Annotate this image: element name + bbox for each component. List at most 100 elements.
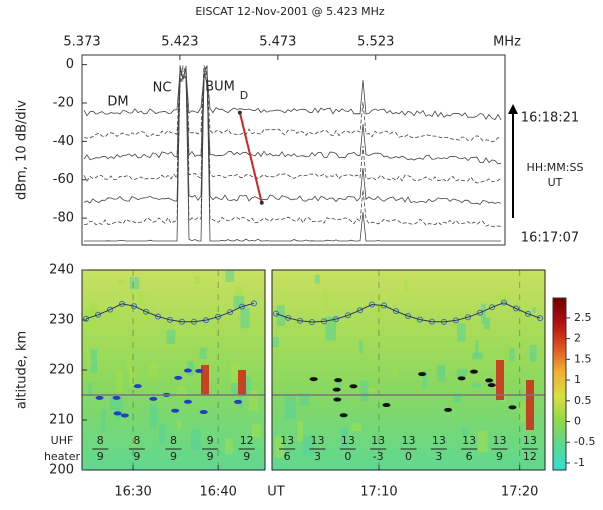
heatmap-texture — [497, 294, 509, 301]
echo-streak — [526, 380, 534, 430]
heatmap-texture — [225, 270, 235, 283]
heatmap-texture — [325, 316, 337, 341]
y-tick-label: 0 — [66, 57, 74, 72]
trace-marker — [131, 303, 137, 310]
echo-dot — [334, 378, 343, 383]
heatmap-texture — [88, 309, 96, 329]
trace-marker — [525, 310, 531, 317]
heatmap-texture — [532, 307, 536, 313]
trace-marker — [537, 315, 543, 322]
heater-value: 3 — [314, 450, 321, 463]
x-tick-label: 5.473 — [259, 35, 296, 50]
heatmap-texture — [101, 409, 106, 432]
heatmap-texture — [187, 361, 194, 377]
colorbar-tick-label: -1 — [574, 456, 585, 469]
trace-marker — [227, 309, 233, 316]
heatmap-texture — [436, 365, 446, 382]
trace-line — [275, 302, 541, 323]
heatmap-texture — [138, 291, 145, 306]
uhf-value: 13 — [402, 434, 416, 447]
trace-marker — [465, 314, 471, 321]
echo-streak — [201, 365, 209, 395]
heatmap-texture — [302, 435, 314, 456]
echo-dot — [333, 397, 342, 402]
heatmap-texture — [374, 305, 383, 320]
heatmap-texture — [176, 386, 187, 397]
heatmap-texture — [337, 381, 342, 388]
uhf-value: 13 — [462, 434, 476, 447]
trace-marker — [273, 310, 279, 317]
data-point — [237, 110, 242, 115]
echo-dot — [457, 376, 466, 381]
uhf-value: 8 — [170, 434, 177, 447]
trace-marker — [143, 308, 149, 315]
heatmap-texture — [248, 390, 258, 411]
x-unit: MHz — [493, 35, 521, 50]
echo-streak — [496, 360, 504, 400]
heatmap-texture — [242, 377, 252, 395]
y-axis-label: altitude, km — [15, 331, 30, 409]
heatmap-texture — [128, 369, 136, 387]
heatmap-texture — [126, 354, 132, 374]
echo-dot — [183, 368, 192, 373]
uhf-value: 12 — [240, 434, 254, 447]
uhf-value: 13 — [432, 434, 446, 447]
heatmap-texture — [365, 387, 376, 393]
heatmap-texture — [109, 395, 116, 411]
heatmap-texture — [116, 369, 123, 392]
uhf-value: 9 — [207, 434, 214, 447]
y-tick-label: -20 — [53, 95, 74, 110]
spectrum-trace — [83, 65, 502, 184]
uhf-value: 13 — [311, 434, 325, 447]
uhf-value: 13 — [523, 434, 537, 447]
echo-dot — [171, 408, 180, 413]
heatmap-texture — [350, 423, 362, 432]
heatmap-texture — [314, 274, 320, 284]
trace-line — [85, 302, 255, 323]
heatmap-texture — [199, 347, 207, 359]
time-axis-label: UT — [548, 176, 563, 189]
heater-value: 9 — [170, 450, 177, 463]
x-tick-label: 5.373 — [63, 35, 100, 50]
heatmap-texture — [453, 392, 461, 402]
heatmap-texture — [149, 403, 158, 428]
heatmap-texture — [284, 394, 296, 419]
spectrum-trace — [83, 67, 502, 165]
heatmap-texture — [118, 279, 125, 285]
heatmap-texture — [404, 279, 408, 293]
heatmap-texture — [461, 427, 468, 436]
colorbar — [552, 297, 567, 471]
time-start: 16:17:07 — [521, 231, 579, 246]
heatmap-texture — [481, 303, 486, 324]
heater-value: 6 — [284, 450, 291, 463]
echo-dot — [199, 410, 208, 415]
heatmap-texture — [149, 306, 154, 319]
colorbar-tick-label: -0.5 — [574, 435, 595, 448]
echo-dot — [133, 384, 142, 389]
echo-dot — [485, 378, 494, 383]
echo-dot — [444, 407, 453, 412]
echo-dot — [149, 396, 158, 401]
echo-dot — [112, 395, 121, 400]
y-tick-label: -40 — [53, 134, 74, 149]
annotation: BUM — [205, 80, 235, 95]
heatmap-texture — [177, 420, 182, 430]
echo-dot — [174, 375, 183, 380]
heater-value: 0 — [344, 450, 351, 463]
heatmap-texture — [272, 337, 279, 348]
heatmap-texture — [274, 436, 285, 459]
heatmap-texture — [110, 309, 120, 322]
echo-dot — [487, 383, 496, 388]
y-tick-label: -60 — [53, 172, 74, 187]
uhf-value: 13 — [371, 434, 385, 447]
heatmap-texture — [477, 430, 488, 453]
x-tick-label: 16:40 — [199, 485, 236, 500]
trace-marker — [95, 311, 101, 318]
heatmap-texture — [251, 423, 262, 438]
spectrum-trace — [84, 65, 501, 242]
heatmap-texture — [529, 344, 537, 362]
heatmap-texture — [234, 286, 243, 299]
annotation: D — [240, 89, 248, 102]
echo-dot — [382, 403, 391, 408]
